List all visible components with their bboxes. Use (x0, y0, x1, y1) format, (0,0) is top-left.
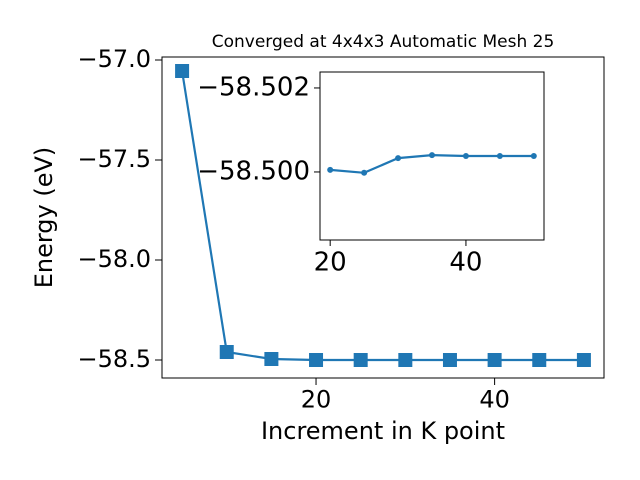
y-tick-label: −58.5 (77, 345, 151, 373)
marker (398, 353, 413, 367)
y-tick-label: −57.0 (77, 45, 151, 73)
marker (175, 64, 190, 78)
y-axis-label: Energy (eV) (30, 147, 58, 289)
marker (487, 353, 502, 367)
x-axis-label: Increment in K point (261, 417, 505, 445)
marker (496, 153, 503, 159)
marker (462, 153, 469, 159)
marker (219, 345, 234, 359)
chart-title: Converged at 4x4x3 Automatic Mesh 25 (212, 32, 555, 52)
marker (361, 169, 368, 176)
marker (429, 152, 435, 159)
y-tick-label: −58.502 (197, 72, 310, 102)
x-tick-label: 20 (301, 386, 332, 414)
marker (327, 166, 334, 173)
marker (309, 353, 324, 367)
x-tick-label: 20 (314, 247, 347, 277)
y-tick-label: −58.500 (197, 156, 310, 186)
marker (264, 352, 279, 366)
data-line (181, 70, 584, 362)
marker (353, 353, 368, 367)
x-tick-label: 40 (479, 386, 510, 414)
marker (395, 155, 402, 162)
marker (442, 353, 457, 367)
y-tick-label: −58.0 (77, 245, 151, 273)
marker (576, 353, 591, 367)
y-tick-label: −57.5 (77, 145, 151, 173)
x-tick-label: 40 (449, 247, 482, 277)
marker (532, 353, 547, 367)
marker (530, 153, 537, 159)
